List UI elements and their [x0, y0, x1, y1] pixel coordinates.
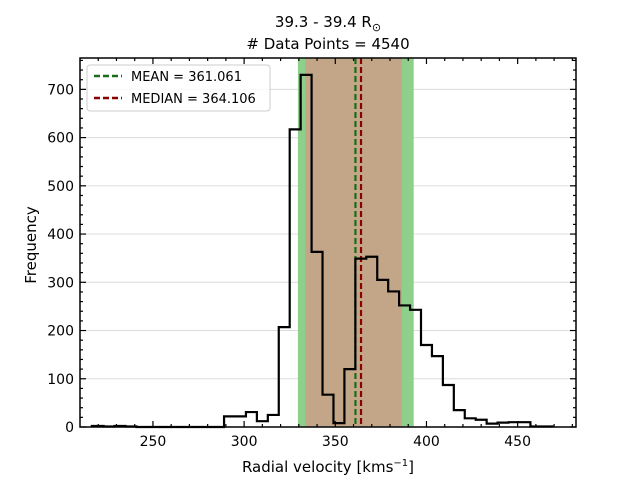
legend-box	[86, 64, 271, 112]
y-tick-label: 100	[47, 372, 74, 388]
x-tick-label: 400	[413, 434, 440, 450]
y-axis-label: Frequency	[22, 206, 40, 284]
x-tick-label: 450	[504, 434, 531, 450]
x-tick-label: 350	[322, 434, 349, 450]
title-sun-symbol: ⊙	[372, 21, 381, 34]
legend: MEAN = 361.061 MEDIAN = 364.106	[86, 64, 271, 112]
y-tick-label: 500	[47, 179, 74, 195]
title-line1: 39.3 - 39.4 R	[275, 13, 372, 31]
svg-text:39.3 - 39.4 R⊙: 39.3 - 39.4 R⊙	[275, 13, 381, 34]
y-tick-label: 400	[47, 227, 74, 243]
title-line2: # Data Points = 4540	[246, 35, 409, 53]
y-tick-label: 700	[47, 82, 74, 98]
y-tick-label: 600	[47, 131, 74, 147]
y-tick-label: 200	[47, 324, 74, 340]
x-axis-label: Radial velocity [kms−1]	[242, 458, 414, 476]
x-tick-label: 250	[140, 434, 167, 450]
x-tick-label: 300	[231, 434, 258, 450]
legend-median-label: MEDIAN = 364.106	[131, 92, 256, 107]
chart-title: 39.3 - 39.4 R⊙ # Data Points = 4540	[246, 13, 409, 53]
y-tick-label: 300	[47, 275, 74, 291]
plot-frame	[79, 57, 577, 428]
histogram-step-line	[90, 73, 554, 429]
y-tick-label: 0	[65, 420, 74, 436]
brown-band	[305, 58, 402, 427]
legend-mean-label: MEAN = 361.061	[131, 70, 242, 85]
